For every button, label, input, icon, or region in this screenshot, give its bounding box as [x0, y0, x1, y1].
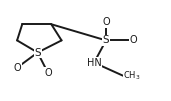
- Text: HN: HN: [87, 58, 101, 68]
- Text: O: O: [13, 63, 21, 73]
- Text: CH$_3$: CH$_3$: [123, 69, 141, 82]
- Text: O: O: [130, 35, 137, 45]
- Text: S: S: [34, 47, 41, 58]
- Text: S: S: [103, 35, 109, 45]
- Text: O: O: [44, 68, 52, 78]
- Text: O: O: [102, 17, 110, 27]
